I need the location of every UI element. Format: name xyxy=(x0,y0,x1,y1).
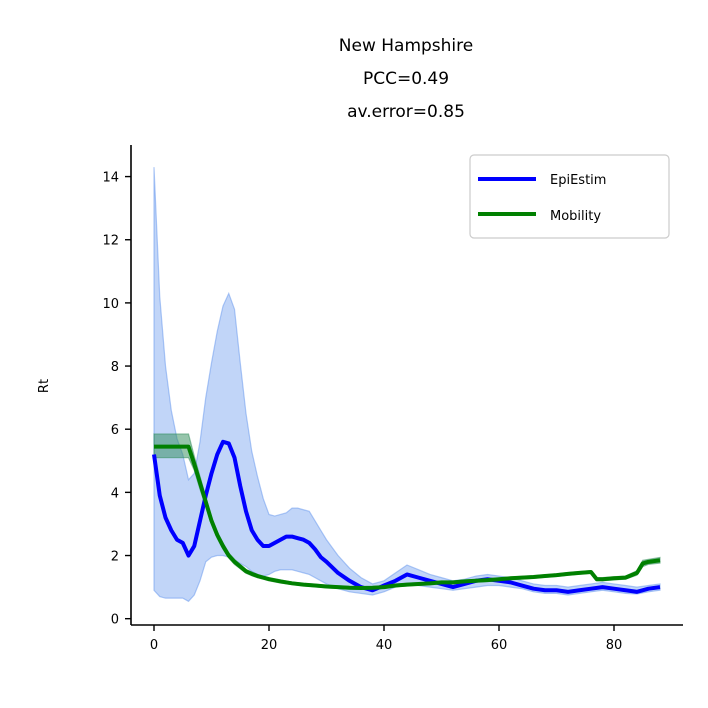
series-line-epiestim xyxy=(152,439,661,594)
y-axis-ticks: 0 2 4 6 8 10 12 14 xyxy=(102,171,131,628)
x-axis-ticks: 0 20 40 60 80 xyxy=(150,625,622,653)
y-tick-label: 14 xyxy=(102,171,119,186)
legend-label-epiestim: EpiEstim xyxy=(550,173,606,188)
y-tick-label: 10 xyxy=(102,297,119,312)
x-tick-label: 20 xyxy=(261,638,278,653)
chart-title-line-1: New Hampshire xyxy=(339,36,473,56)
y-axis-label: Rt xyxy=(37,379,52,393)
chart-title-line-3: av.error=0.85 xyxy=(347,102,465,122)
x-tick-label: 80 xyxy=(606,638,623,653)
legend: EpiEstim Mobility xyxy=(469,154,670,239)
legend-box xyxy=(469,154,670,239)
y-tick-label: 2 xyxy=(111,550,119,565)
y-tick-label: 6 xyxy=(111,423,119,438)
y-tick-label: 4 xyxy=(111,486,119,501)
series-line-mobility xyxy=(154,444,661,591)
legend-label-mobility: Mobility xyxy=(550,209,601,224)
chart-title: New Hampshire PCC=0.49 av.error=0.85 xyxy=(339,36,473,122)
y-tick-label: 12 xyxy=(102,234,119,249)
x-tick-label: 40 xyxy=(376,638,393,653)
y-tick-label: 0 xyxy=(111,613,119,628)
axes xyxy=(130,145,683,626)
x-tick-label: 0 xyxy=(150,638,158,653)
chart-title-line-2: PCC=0.49 xyxy=(363,69,449,89)
x-tick-label: 60 xyxy=(491,638,508,653)
y-tick-label: 8 xyxy=(111,360,119,375)
series-lines xyxy=(152,439,661,594)
